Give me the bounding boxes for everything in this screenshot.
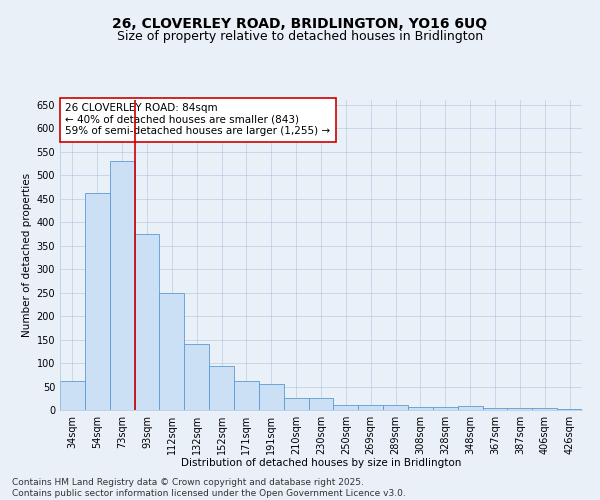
Bar (134, 234, 160, 410)
Bar (358, 406, 383, 410)
Bar (184, 344, 209, 410)
Bar (433, 407, 458, 410)
Bar (334, 406, 358, 410)
Bar (160, 292, 184, 410)
Bar (557, 408, 582, 410)
Bar (85, 193, 110, 410)
Bar (508, 408, 532, 410)
Bar (383, 406, 408, 410)
Bar (259, 384, 284, 410)
Text: Size of property relative to detached houses in Bridlington: Size of property relative to detached ho… (117, 30, 483, 43)
Y-axis label: Number of detached properties: Number of detached properties (22, 173, 32, 337)
Bar (482, 408, 508, 410)
Bar (284, 398, 308, 410)
Bar (458, 406, 482, 410)
Text: 26, CLOVERLEY ROAD, BRIDLINGTON, YO16 6UQ: 26, CLOVERLEY ROAD, BRIDLINGTON, YO16 6U… (112, 18, 488, 32)
Bar (408, 407, 433, 410)
Text: Contains HM Land Registry data © Crown copyright and database right 2025.
Contai: Contains HM Land Registry data © Crown c… (12, 478, 406, 498)
Bar (234, 381, 259, 410)
Text: 26 CLOVERLEY ROAD: 84sqm
← 40% of detached houses are smaller (843)
59% of semi-: 26 CLOVERLEY ROAD: 84sqm ← 40% of detach… (65, 103, 331, 136)
Bar (532, 408, 557, 410)
Bar (110, 161, 134, 410)
Bar (60, 381, 85, 410)
Bar (308, 398, 334, 410)
Bar (209, 366, 234, 410)
X-axis label: Distribution of detached houses by size in Bridlington: Distribution of detached houses by size … (181, 458, 461, 468)
